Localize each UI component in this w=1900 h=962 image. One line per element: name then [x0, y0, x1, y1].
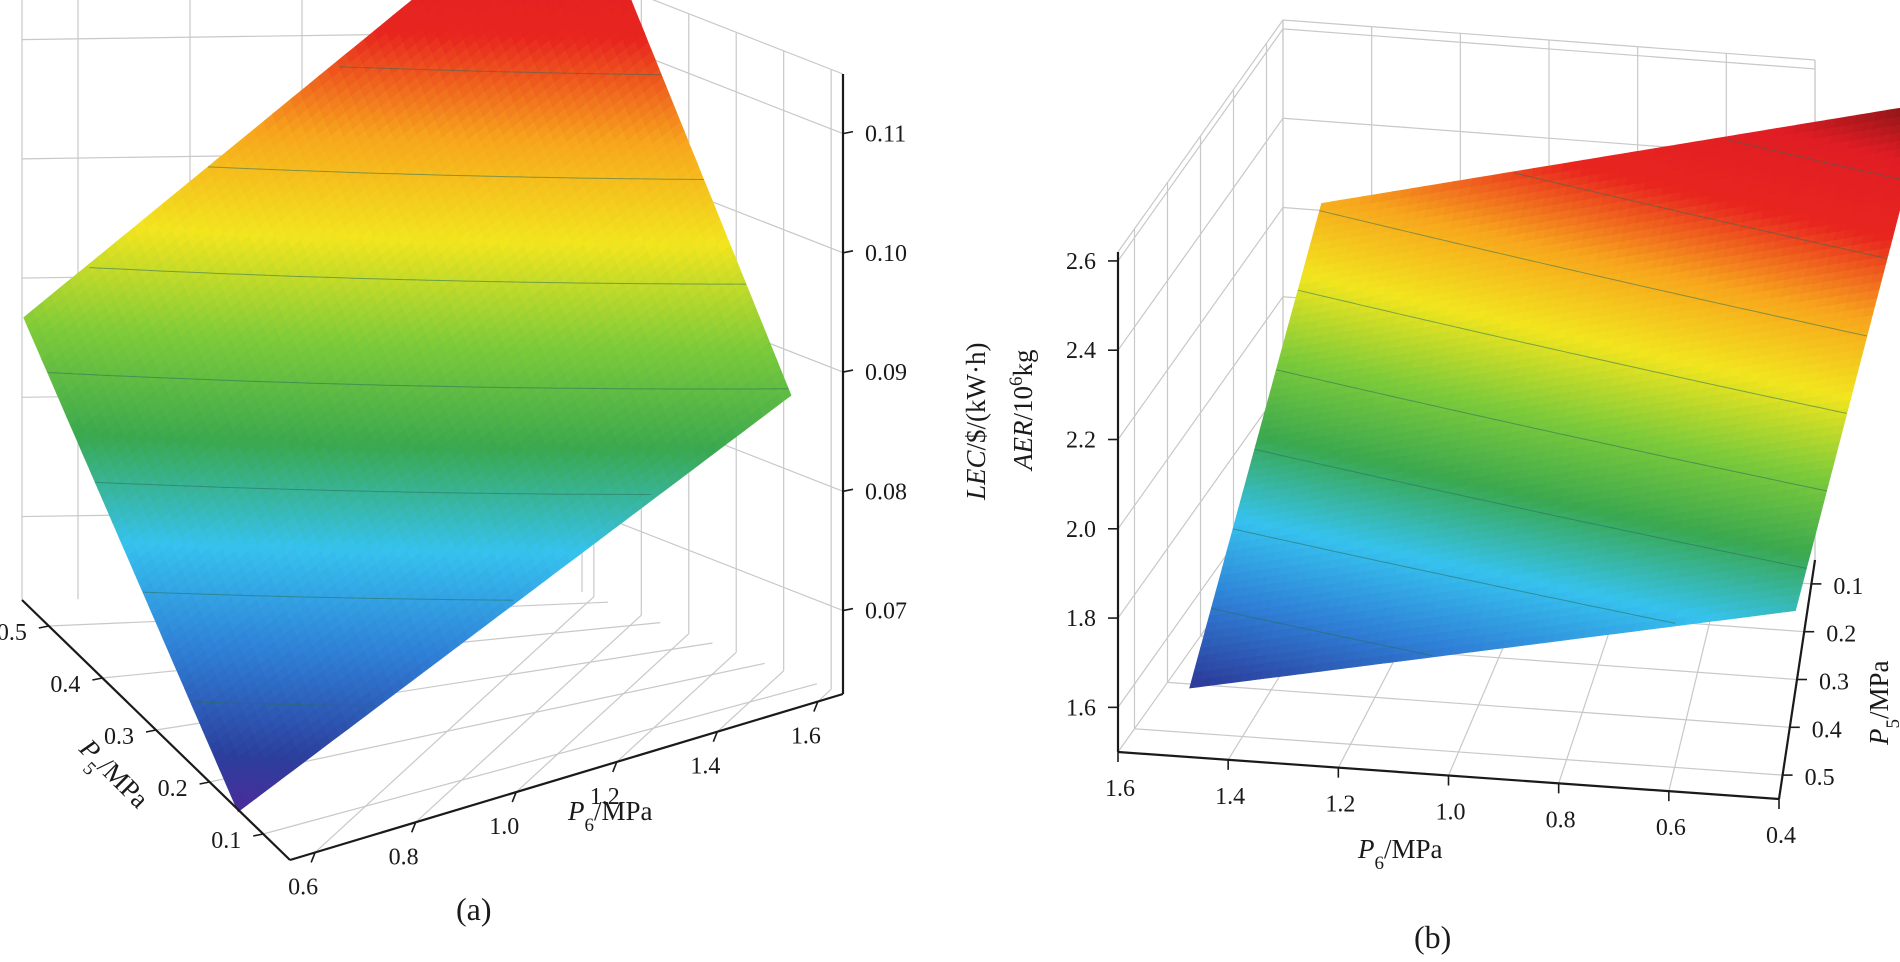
- panel-a-y-tick: [199, 781, 210, 785]
- panel-a-z-tick: [842, 130, 854, 135]
- panel-a-floor-gridline: [817, 688, 832, 702]
- panel-a-z-tick: [842, 607, 854, 612]
- panel-a-y-tick: [253, 833, 264, 837]
- panel-a-x-tick-label: 1.0: [489, 814, 519, 840]
- panel-a-y-tick: [38, 625, 49, 629]
- panel-b-chart: 1.6 1.4 1.2 1.0 0.8 0.6 0.40.10.20.30.40.51.61…: [1066, 19, 1900, 849]
- panel-a-z-tick-label: 0.07: [865, 599, 907, 625]
- panel-a-floor-gridline: [314, 596, 595, 853]
- panel-b-floor-gridline: [1167, 681, 1790, 728]
- panel-a-chart: 0.60.81.01.21.41.60.10.20.30.40.50.070.0…: [0, 0, 907, 900]
- panel-a-x-axis-line: [289, 692, 844, 862]
- panel-a-x-tick-label: 1.6: [791, 724, 821, 750]
- panel-a-floor-gridline: [616, 651, 737, 763]
- panel-a-y-tick: [92, 677, 103, 681]
- panel-a-y-tick-label: 0.2: [158, 776, 188, 802]
- panel-a-z-tick-label: 0.09: [865, 360, 907, 386]
- panel-a-x-tick-label: 0.8: [389, 844, 419, 870]
- panel-a-floor-gridline: [515, 633, 690, 793]
- panel-a-wall-top: [651, 0, 844, 75]
- panel-a-y-tick-label: 0.3: [104, 724, 134, 750]
- panel-a-z-tick: [842, 369, 854, 373]
- panel-a-z-tick-label: 0.08: [865, 479, 907, 505]
- panel-a-y-tick-label: 0.5: [0, 620, 27, 646]
- panel-b-surface: [1189, 107, 1900, 689]
- panel-a-floor-gridline: [263, 683, 818, 835]
- panel-b-floor-gridline: [1134, 728, 1783, 776]
- panel-a-z-tick: [842, 250, 854, 254]
- panel-a-x-tick-label: 0.6: [288, 874, 318, 900]
- panel-a-y-tick-label: 0.4: [50, 672, 80, 698]
- panel-a-z-tick-label: 0.11: [865, 122, 906, 148]
- panel-a-surface: [23, 0, 792, 813]
- panel-a-z-tick: [842, 488, 854, 493]
- panel-a-y-tick: [145, 729, 157, 733]
- panel-a-floor-gridline: [415, 614, 642, 823]
- panel-a-x-tick-label: 1.4: [690, 754, 720, 780]
- panel-a-z-tick-label: 0.10: [865, 241, 907, 267]
- panel-a-y-tick-label: 0.1: [211, 828, 241, 854]
